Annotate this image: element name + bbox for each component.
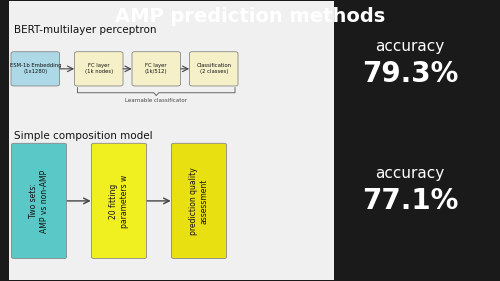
- Text: 77.1%: 77.1%: [362, 187, 458, 215]
- Text: FC layer
(1k/512): FC layer (1k/512): [145, 64, 168, 74]
- FancyBboxPatch shape: [11, 52, 60, 86]
- FancyBboxPatch shape: [9, 1, 334, 280]
- Text: BERT-multilayer perceptron: BERT-multilayer perceptron: [14, 25, 156, 35]
- Text: 79.3%: 79.3%: [362, 60, 458, 89]
- Text: FC layer
(1k nodes): FC layer (1k nodes): [84, 64, 113, 74]
- Text: prediction quality
assessment: prediction quality assessment: [190, 167, 208, 235]
- FancyBboxPatch shape: [92, 143, 146, 259]
- Text: Classification
(2 classes): Classification (2 classes): [196, 64, 232, 74]
- FancyBboxPatch shape: [12, 143, 66, 259]
- Text: AMP prediction methods: AMP prediction methods: [115, 7, 385, 26]
- FancyBboxPatch shape: [132, 52, 180, 86]
- Text: ESM-1b Embedding
(1x1280): ESM-1b Embedding (1x1280): [10, 64, 61, 74]
- Text: accuracy: accuracy: [376, 39, 444, 54]
- Text: Two sets:
AMP vs non-AMP: Two sets: AMP vs non-AMP: [30, 169, 48, 233]
- Text: Simple composition model: Simple composition model: [14, 131, 152, 141]
- FancyBboxPatch shape: [172, 143, 226, 259]
- FancyBboxPatch shape: [74, 52, 123, 86]
- Text: Learnable classificator: Learnable classificator: [125, 98, 187, 103]
- Text: 20 fitting
parameters w: 20 fitting parameters w: [110, 174, 128, 228]
- FancyBboxPatch shape: [190, 52, 238, 86]
- Text: accuracy: accuracy: [376, 166, 444, 181]
